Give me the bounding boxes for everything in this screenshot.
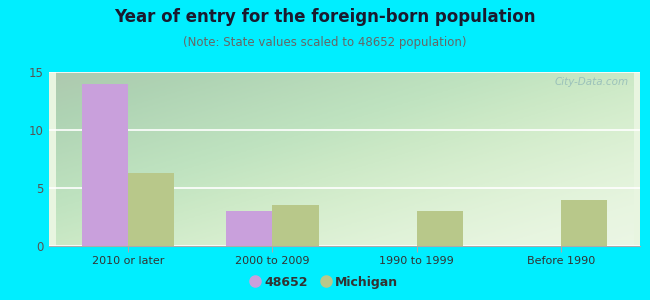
Text: Year of entry for the foreign-born population: Year of entry for the foreign-born popul… xyxy=(114,8,536,26)
Legend: 48652, Michigan: 48652, Michigan xyxy=(247,271,403,294)
Bar xyxy=(128,173,174,246)
Bar xyxy=(417,211,463,246)
Bar xyxy=(561,200,607,246)
Text: (Note: State values scaled to 48652 population): (Note: State values scaled to 48652 popu… xyxy=(183,36,467,49)
Bar xyxy=(226,211,272,246)
Bar xyxy=(82,84,128,246)
Bar xyxy=(272,206,318,246)
Text: City-Data.com: City-Data.com xyxy=(554,77,629,87)
